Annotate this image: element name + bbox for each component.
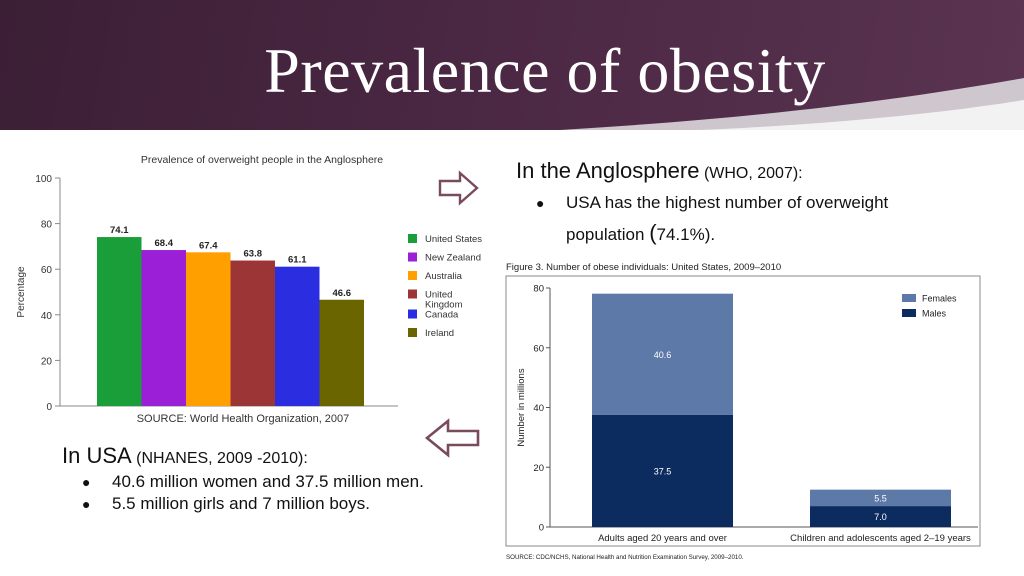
slide-title: Prevalence of obesity [264, 35, 826, 106]
obese-individuals-chart: Figure 3. Number of obese individuals: U… [505, 262, 981, 561]
bar-new-zealand [141, 250, 186, 406]
y-tick-label: 80 [41, 220, 53, 231]
legend-swatch [902, 294, 916, 302]
legend-swatch [408, 328, 417, 337]
legend-swatch [408, 252, 417, 262]
legend-label: Kingdom [425, 300, 463, 311]
usa-bullet-list: ● 40.6 million women and 37.5 million me… [82, 471, 442, 515]
anglosphere-heading-line: In the Anglosphere (WHO, 2007): [516, 158, 956, 184]
chart-source: SOURCE: World Health Organization, 2007 [137, 413, 350, 425]
bullet-icon: ● [82, 496, 91, 512]
data-label: 37.5 [654, 466, 672, 476]
bullet-text: 40.6 million women and 37.5 million men. [112, 472, 424, 491]
bar-females-2 [810, 489, 951, 507]
data-label: 63.8 [244, 249, 263, 260]
y-tick-label: 60 [41, 265, 53, 276]
legend-label: Females [922, 294, 957, 304]
legend-label: New Zealand [425, 253, 481, 264]
overweight-prevalence-chart: Prevalence of overweight people in the A… [16, 154, 482, 425]
bar-males-2 [810, 506, 951, 527]
data-label: 61.1 [288, 255, 307, 266]
legend-swatch [408, 234, 417, 243]
anglosphere-heading: In the Anglosphere [516, 158, 700, 183]
y-tick-label: 0 [46, 402, 52, 413]
data-label: 7.0 [874, 512, 887, 522]
usa-notes: In USA (NHANES, 2009 -2010): ● 40.6 mill… [62, 443, 442, 515]
title-banner: Prevalence of obesity [0, 0, 1024, 130]
data-label: 68.4 [155, 238, 174, 249]
banner-swoosh [560, 78, 1024, 130]
y-tick-label: 40 [41, 311, 53, 322]
y-axis-label: Number in millions [516, 368, 527, 446]
bullet-icon: ● [536, 195, 545, 211]
bullet-text: USA has the highest number of overweight… [566, 193, 889, 244]
y-tick-label: 60 [533, 343, 544, 354]
bar-united-states [97, 237, 142, 406]
usa-source: (NHANES, 2009 -2010): [136, 450, 308, 467]
chart-source: SOURCE: CDC/NCHS, National Health and Nu… [506, 554, 744, 561]
bar-males-1 [592, 414, 733, 527]
usa-heading-line: In USA (NHANES, 2009 -2010): [62, 443, 442, 469]
data-label: 40.6 [654, 350, 672, 360]
legend-swatch [408, 289, 417, 299]
chart-frame [505, 275, 981, 547]
legend-label: United States [425, 234, 482, 245]
bar-australia [186, 252, 231, 406]
bar-canada [275, 266, 320, 406]
bullet-icon: ● [82, 474, 91, 490]
chart-title: Figure 3. Number of obese individuals: U… [506, 262, 781, 273]
legend-swatch [408, 309, 417, 319]
right-arrow-icon [438, 170, 479, 206]
legend-label: United [425, 290, 452, 301]
list-item: ● 40.6 million women and 37.5 million me… [82, 471, 442, 493]
legend-swatch [902, 309, 916, 317]
legend-label: Canada [425, 310, 459, 321]
bar-females-1 [592, 293, 733, 415]
data-label: 5.5 [874, 493, 887, 503]
data-label: 46.6 [333, 288, 352, 299]
data-label: 67.4 [199, 240, 218, 251]
y-tick-label: 0 [539, 523, 544, 534]
y-axis-label: Percentage [16, 266, 27, 318]
y-tick-label: 20 [41, 356, 53, 367]
anglosphere-notes: In the Anglosphere (WHO, 2007): ● USA ha… [516, 158, 956, 250]
y-tick-label: 100 [35, 174, 52, 185]
legend-label: Males [922, 309, 947, 319]
list-item: ● USA has the highest number of overweig… [536, 188, 956, 250]
left-arrow-icon [424, 418, 480, 458]
usa-heading: In USA [62, 443, 132, 468]
x-tick-label: Adults aged 20 years and over [598, 533, 727, 544]
legend-swatch [408, 271, 417, 280]
bullet-paren: ( [649, 220, 657, 245]
legend-label: Australia [425, 271, 463, 282]
x-tick-label: Children and adolescents aged 2–19 years [790, 533, 971, 544]
y-tick-label: 20 [533, 463, 544, 474]
data-label: 74.1 [110, 225, 129, 236]
anglosphere-bullet-list: ● USA has the highest number of overweig… [536, 188, 956, 250]
legend-label: Ireland [425, 328, 454, 339]
bar-united-kingdom [230, 260, 275, 406]
y-tick-label: 80 [533, 284, 544, 295]
bar-ireland [319, 299, 364, 406]
anglosphere-source: (WHO, 2007): [703, 165, 803, 182]
y-tick-label: 40 [533, 403, 544, 414]
list-item: ● 5.5 million girls and 7 million boys. [82, 493, 442, 515]
bullet-percent: 74.1%). [656, 225, 716, 244]
bullet-text: 5.5 million girls and 7 million boys. [112, 494, 370, 513]
chart-title: Prevalence of overweight people in the A… [141, 154, 383, 166]
